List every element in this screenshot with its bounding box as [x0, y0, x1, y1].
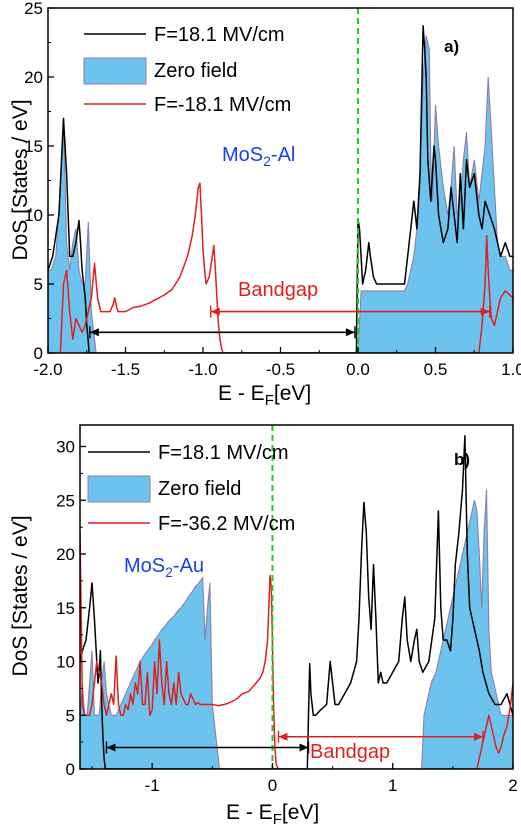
panel-a-xtick-label: -2.0 [33, 360, 62, 379]
panel-b-ytick-label: 5 [66, 706, 75, 725]
panel-a-ytick-label: 10 [24, 206, 43, 225]
panel-a-ytick-label: 20 [24, 68, 43, 87]
panel-b-series-field-neg [80, 532, 513, 769]
panel-a-xtick-label: 0.5 [424, 360, 448, 379]
panel-b-legend-label-zero-field: Zero field [158, 478, 241, 500]
panel-a-legend: F=18.1 MV/cm Zero field F=-18.1 MV/cm [83, 24, 291, 116]
panel-a-xtick-label: 0.0 [346, 360, 370, 379]
panel-a-gap-arrow-red [210, 305, 491, 318]
panel-a-series-field-neg [59, 182, 513, 353]
panel-a-plot-layer [48, 8, 513, 353]
panel-b-legend-label-field-pos: F=18.1 MV/cm [158, 442, 289, 464]
panel-a-legend-label-zero-field: Zero field [154, 60, 237, 82]
panel-a-legend-swatch-zero-field [83, 57, 147, 85]
panel-a-x-axis-title: E - EF[eV] [218, 382, 311, 409]
panel-b-xtick-label: 2 [508, 776, 517, 795]
panel-b-legend-label-field-neg: F=-36.2 MV/cm [158, 513, 295, 535]
panel-b-xtick-label: 1 [388, 776, 397, 795]
panel-b-ytick-label: 30 [56, 438, 75, 457]
panel-b-ytick-label: 15 [56, 599, 75, 618]
panel-a-tag: a) [444, 37, 459, 56]
panel-b-ytick-label: 20 [56, 545, 75, 564]
panel-b-series-field-pos [80, 435, 513, 769]
panel-b-bandgap-label: Bandgap [310, 741, 390, 763]
panel-b-gap-arrow-red [277, 730, 484, 743]
panel-a-xtick-label: -0.5 [266, 360, 295, 379]
panel-b-legend: F=18.1 MV/cm Zero field F=-36.2 MV/cm [87, 442, 295, 535]
panel-b-material-label: MoS2-Au [124, 555, 204, 580]
panel-a-y-axis-title: DoS [States / eV] [9, 99, 32, 260]
panel-a-ticks: -2.0 -1.5 -1.0 -0.5 0.0 0.5 1.0 0 5 10 15 20 25 [24, 0, 521, 379]
panel-b-x-axis-title: E - EF[eV] [226, 801, 319, 828]
panel-b-plot-frame [79, 424, 514, 770]
panel-a-xtick-label: -1.0 [188, 360, 217, 379]
panel-b-xtick-label: -1 [145, 776, 160, 795]
panel-a-legend-label-field-neg: F=-18.1 MV/cm [154, 94, 291, 116]
panel-a-ytick-label: 0 [34, 344, 43, 363]
panel-a-ytick-label: 15 [24, 137, 43, 156]
panel-a-series-field-pos [48, 25, 513, 353]
panel-b-legend-swatch-zero-field [87, 475, 151, 503]
panel-b-xtick-label: 0 [268, 776, 277, 795]
panel-b-y-axis-title: DoS [States / eV] [9, 515, 32, 676]
panel-b-ytick-label: 0 [66, 760, 75, 779]
panel-a-material-label: MoS2-Al [222, 144, 295, 169]
panel-b-plot-layer [80, 425, 513, 769]
panel-b-ytick-label: 25 [56, 491, 75, 510]
panel-a-legend-label-field-pos: F=18.1 MV/cm [154, 24, 285, 46]
panel-a-ytick-label: 5 [34, 275, 43, 294]
panel-a-ytick-label: 25 [24, 0, 43, 18]
panel-a-xtick-label: -1.5 [111, 360, 140, 379]
panel-a: -2.0 -1.5 -1.0 -0.5 0.0 0.5 1.0 0 5 10 15 20 25 a) F… [9, 0, 521, 409]
panel-a-bandgap-label: Bandgap [238, 279, 318, 301]
panel-b-ytick-label: 10 [56, 653, 75, 672]
panel-a-series-zero-field [48, 35, 513, 353]
panel-a-xtick-label: 1.0 [501, 360, 521, 379]
panel-b-series-zero-field [80, 489, 513, 769]
panel-b-gap-arrow-black [105, 741, 310, 754]
panel-a-gap-arrow-black [89, 326, 356, 339]
panel-a-series-group [48, 25, 513, 353]
panel-b-series-group [80, 435, 513, 769]
panel-b-tag: b) [454, 450, 470, 469]
